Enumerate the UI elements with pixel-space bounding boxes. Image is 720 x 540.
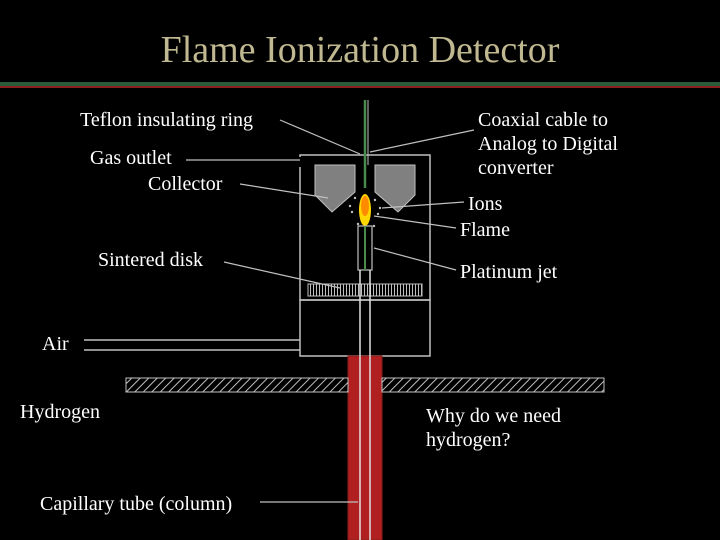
hydrogen-line: [126, 378, 348, 392]
collector-right: [375, 165, 415, 212]
fid-diagram: [0, 0, 720, 540]
sintered-disk: [308, 284, 422, 296]
capillary-housing: [348, 356, 382, 540]
collector-left: [315, 165, 355, 212]
